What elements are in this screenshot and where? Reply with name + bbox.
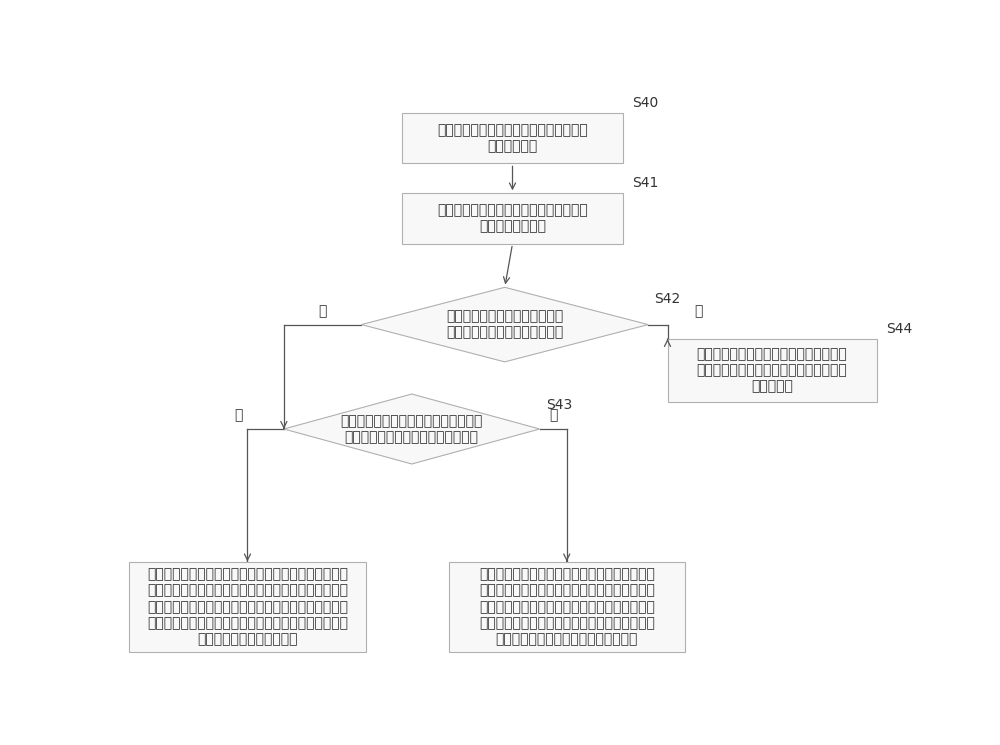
- Text: S42: S42: [654, 292, 681, 306]
- Text: 是: 是: [318, 304, 327, 317]
- FancyBboxPatch shape: [402, 193, 623, 244]
- Text: 选择上一个经过的航点的方向为无人机在
当前位置的飞行方向，通过飞行总距离确
定下一位置: 选择上一个经过的航点的方向为无人机在 当前位置的飞行方向，通过飞行总距离确 定下…: [697, 347, 848, 393]
- Text: S44: S44: [886, 322, 912, 336]
- Text: 判断飞行总距离是否大于下一个
将要经过的航点到起飞点的距离: 判断飞行总距离是否大于下一个 将要经过的航点到起飞点的距离: [446, 309, 563, 340]
- FancyBboxPatch shape: [668, 339, 877, 402]
- FancyBboxPatch shape: [449, 562, 685, 652]
- Polygon shape: [284, 394, 540, 464]
- Text: 否: 否: [550, 408, 558, 422]
- FancyBboxPatch shape: [129, 562, 366, 652]
- Text: 以下一个将要经过的所述航点的飞行方向作为所述无人
机的在当前位置的飞行方向，计算所述飞行总距离与下
一个所述航点到所述起飞点的距离的差值，沿着所述飞
行方向在相: 以下一个将要经过的所述航点的飞行方向作为所述无人 机的在当前位置的飞行方向，计算…: [147, 568, 348, 646]
- Text: 计算每个航点到起飞点的距离以及确定每
个航点的方向: 计算每个航点到起飞点的距离以及确定每 个航点的方向: [437, 123, 588, 153]
- Text: 是: 是: [234, 408, 243, 422]
- Text: 根据模拟飞行速度计算无人机到达下一位
置时的飞行总距离: 根据模拟飞行速度计算无人机到达下一位 置时的飞行总距离: [437, 203, 588, 234]
- Text: 上一个经过的所述航点的飞行方向是否
与下一个所述航点的飞行方向不一致: 上一个经过的所述航点的飞行方向是否 与下一个所述航点的飞行方向不一致: [341, 414, 483, 444]
- Text: 以上一个经过的所述航点的飞行方向为所述无人
机在所述当前位置的飞行方向，计算所述飞行总
距离与下一个所述航点到所述起飞点的距离的差
值，沿着所述飞行方向在相距下: 以上一个经过的所述航点的飞行方向为所述无人 机在所述当前位置的飞行方向，计算所述…: [479, 568, 655, 646]
- FancyBboxPatch shape: [402, 113, 623, 163]
- Text: S40: S40: [632, 96, 658, 110]
- Text: S41: S41: [632, 177, 659, 191]
- Polygon shape: [361, 288, 648, 362]
- Text: S43: S43: [546, 398, 572, 411]
- Text: 否: 否: [694, 304, 703, 317]
